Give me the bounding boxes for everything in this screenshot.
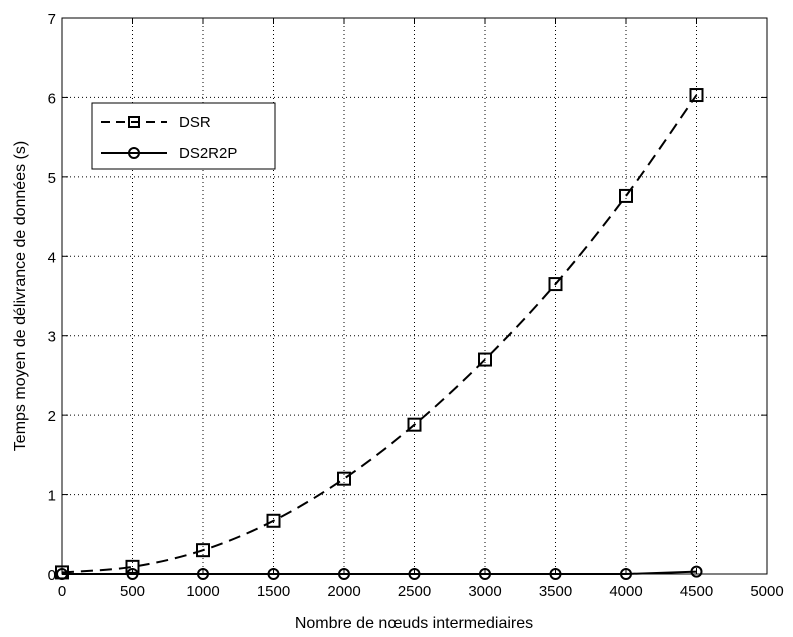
y-tick-label: 1 xyxy=(48,488,56,505)
series-layer xyxy=(55,88,704,580)
x-tick-label: 1500 xyxy=(257,583,290,600)
x-tick-label: 2000 xyxy=(327,583,360,600)
data-point-dsr xyxy=(266,513,281,528)
legend-label-dsr: DSR xyxy=(179,114,211,131)
data-point-dsr xyxy=(619,188,633,203)
x-tick-label: 4000 xyxy=(609,583,642,600)
data-point-ds2r2p xyxy=(126,568,139,580)
x-tick-label: 1000 xyxy=(186,583,219,600)
y-tick-label: 5 xyxy=(48,170,56,187)
data-point-dsr xyxy=(196,543,210,558)
legend-marker-dsr xyxy=(128,116,140,128)
series-line-dsr xyxy=(61,94,698,574)
data-point-ds2r2p xyxy=(267,568,280,580)
x-tick-label: 3000 xyxy=(468,583,501,600)
data-point-ds2r2p xyxy=(620,568,632,580)
legend: DSR DS2R2P xyxy=(91,102,276,170)
data-point-dsr xyxy=(478,352,492,367)
data-point-ds2r2p xyxy=(549,568,562,580)
series-line-ds2r2p xyxy=(62,570,697,575)
y-tick-label: 0 xyxy=(48,567,56,584)
legend-box xyxy=(91,102,276,170)
legend-marker-ds2r2p xyxy=(128,147,140,159)
data-point-dsr xyxy=(125,559,140,574)
data-point-ds2r2p xyxy=(408,568,421,580)
data-point-dsr xyxy=(689,88,704,103)
data-point-ds2r2p xyxy=(690,565,703,578)
y-tick-label: 4 xyxy=(48,249,56,266)
x-tick-label: 2500 xyxy=(398,583,431,600)
data-point-ds2r2p xyxy=(197,568,209,580)
y-tick-label: 6 xyxy=(48,90,56,107)
data-point-dsr xyxy=(407,417,422,432)
x-tick-label: 3500 xyxy=(539,583,572,600)
x-tick-label: 4500 xyxy=(680,583,713,600)
x-tick-label: 5000 xyxy=(750,583,783,600)
grid-lines xyxy=(62,18,767,574)
y-tick-label: 7 xyxy=(48,11,56,28)
x-tick-label: 500 xyxy=(120,583,145,600)
data-point-dsr xyxy=(337,471,351,486)
x-axis-title: Nombre de nœuds intermediaires xyxy=(295,615,533,632)
y-tick-label: 2 xyxy=(48,408,56,425)
y-axis-title: Temps moyen de délivrance de données (s) xyxy=(12,141,29,451)
x-axis-ticks: 0 500 1000 1500 2000 2500 3000 3500 4000 4500 5000 xyxy=(58,18,784,600)
data-point-ds2r2p xyxy=(479,568,491,580)
y-axis-ticks: 0 1 2 3 4 5 6 7 xyxy=(48,11,767,584)
x-tick-label: 0 xyxy=(58,583,66,600)
legend-label-ds2r2p: DS2R2P xyxy=(179,145,237,162)
data-point-ds2r2p xyxy=(338,568,350,580)
data-point-ds2r2p xyxy=(56,568,68,580)
y-tick-label: 3 xyxy=(48,329,56,346)
data-point-dsr xyxy=(548,277,563,292)
